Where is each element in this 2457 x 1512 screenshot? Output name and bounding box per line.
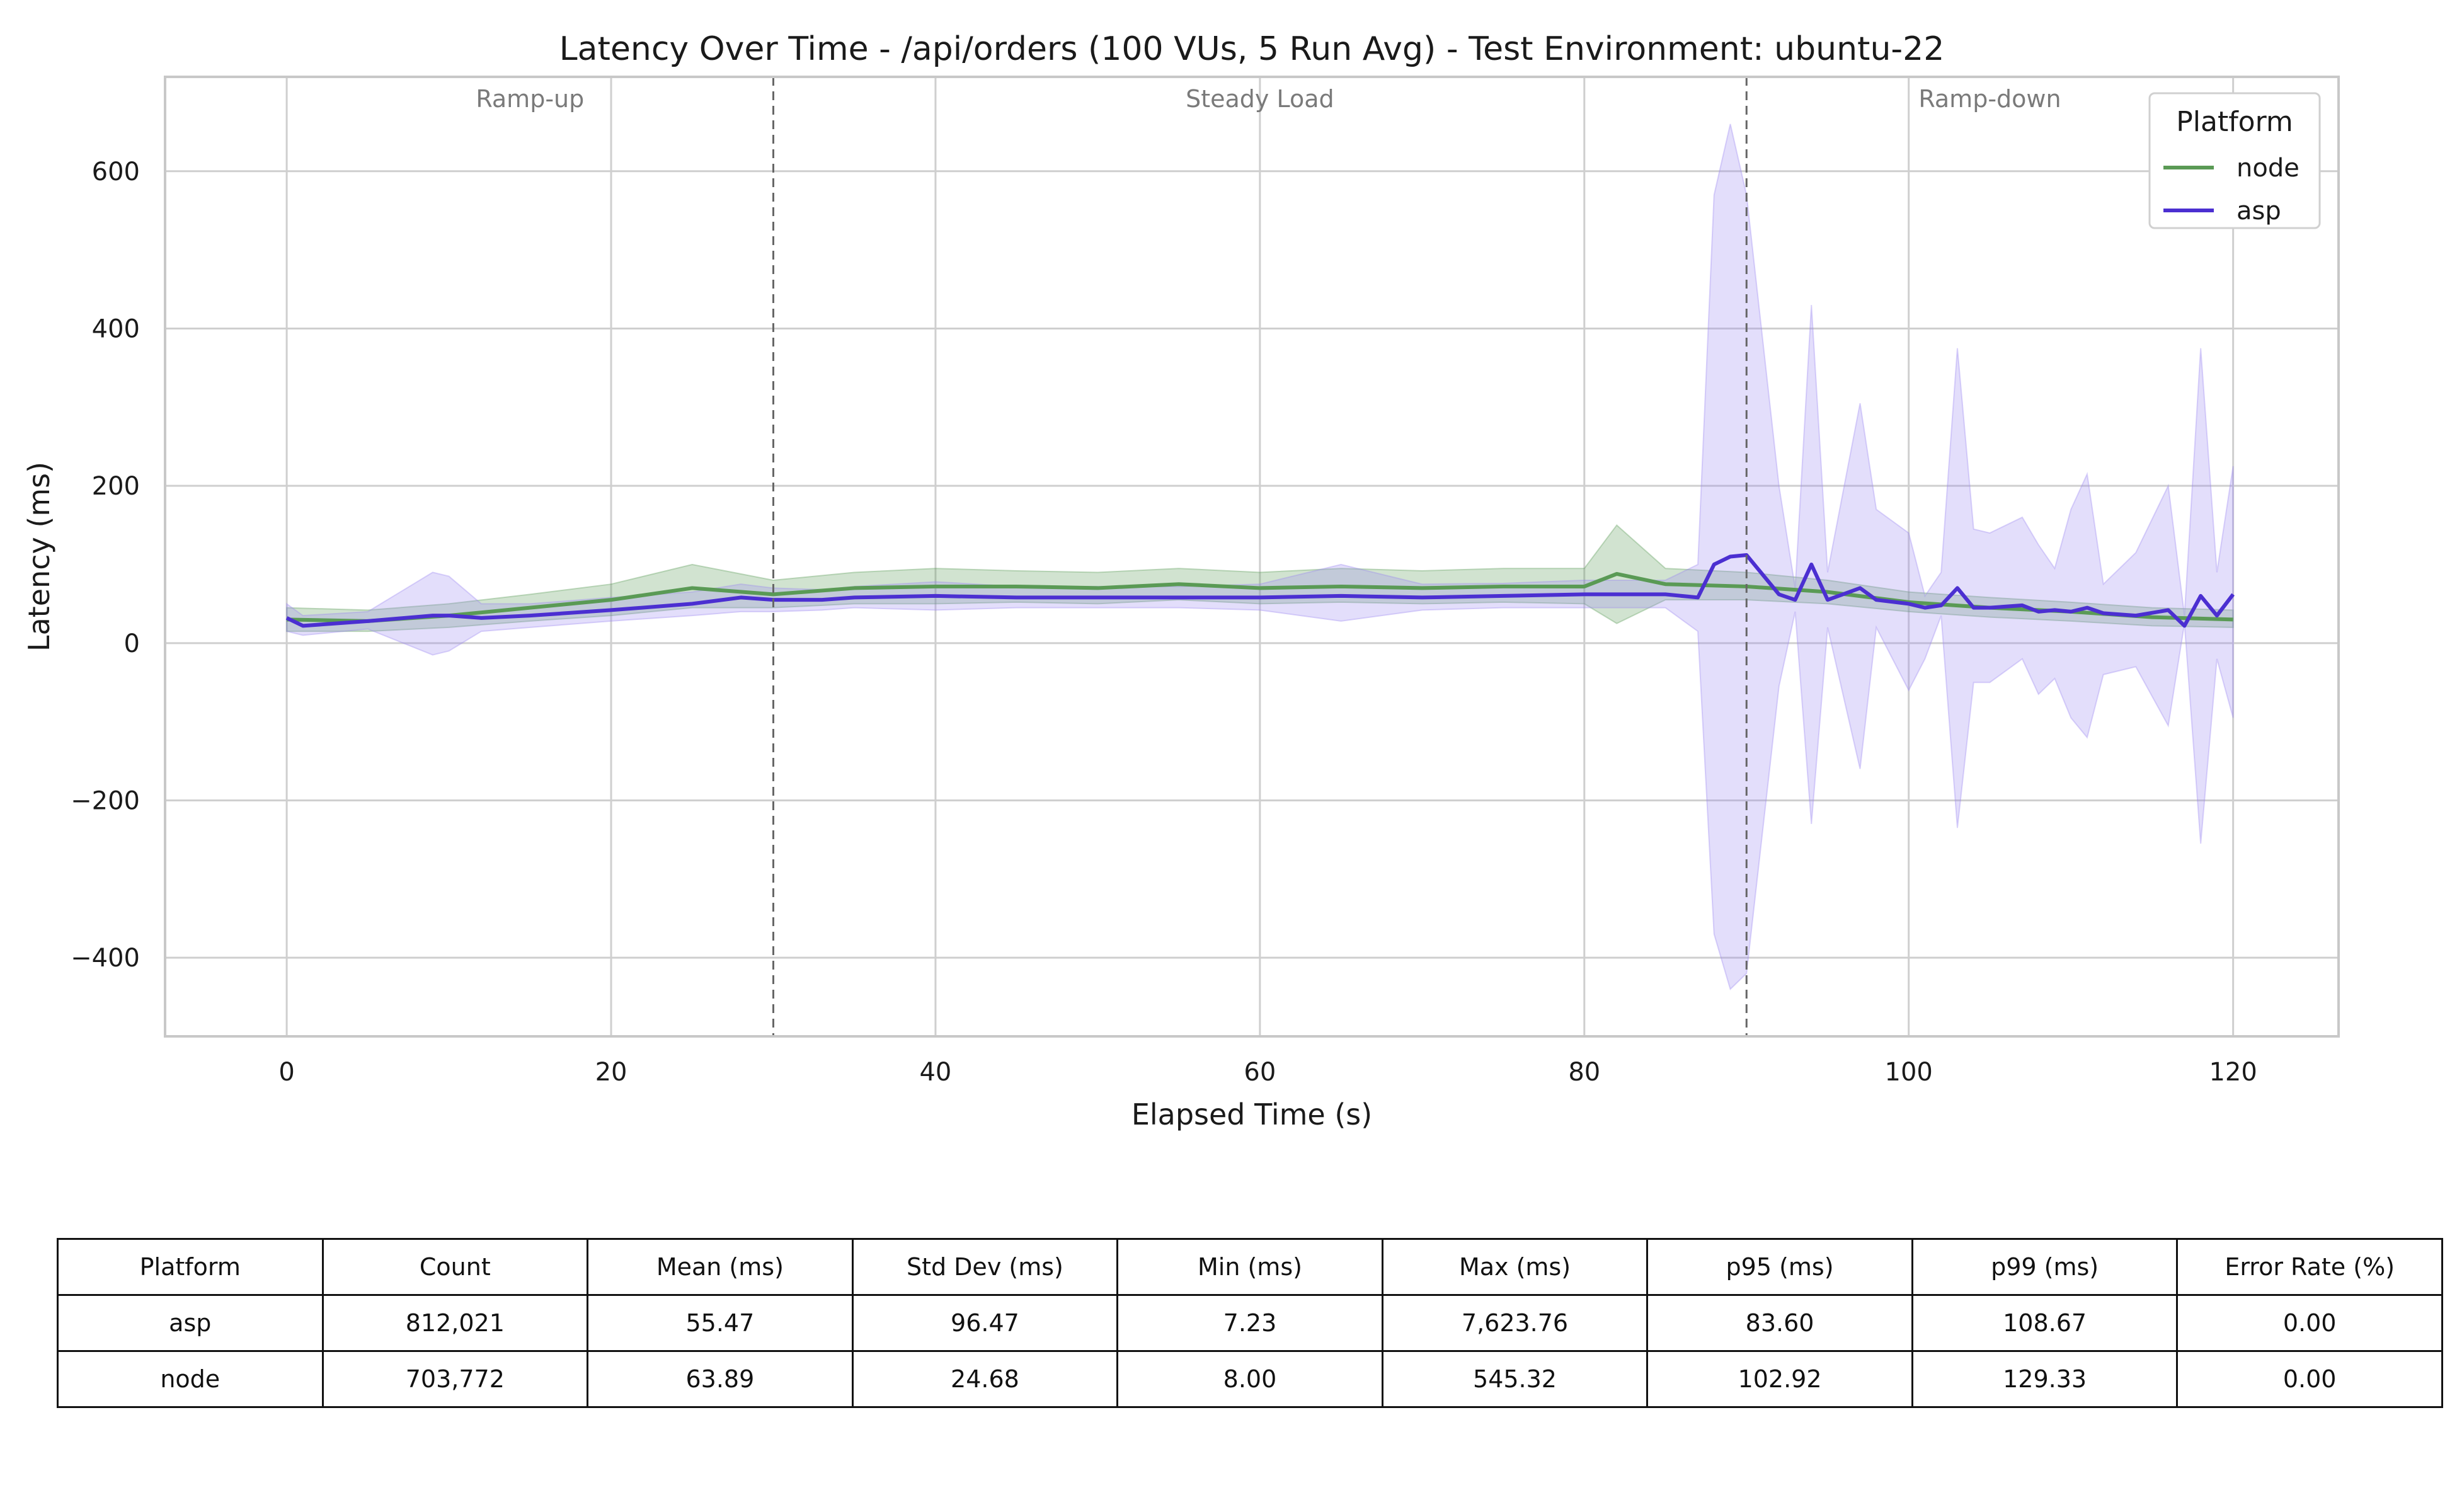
- table-row: asp 812,021 55.47 96.47 7.23 7,623.76 83…: [57, 1294, 2443, 1352]
- table-header-cell: p95 (ms): [1646, 1238, 1913, 1296]
- table-header-cell: Platform: [57, 1238, 324, 1296]
- y-tick-label: 200: [92, 472, 140, 501]
- table-cell: 8.00: [1116, 1350, 1383, 1408]
- x-tick-label: 20: [595, 1058, 627, 1087]
- tick-layer: 0 20 40 60 80 100 120 −400 −200 0 200 400 600: [71, 158, 2257, 1087]
- table-cell: 7.23: [1116, 1294, 1383, 1352]
- table-cell: 102.92: [1646, 1350, 1913, 1408]
- grid-layer: [165, 77, 2339, 1036]
- line-layer: [285, 553, 2235, 628]
- chart-svg: Ramp-up Steady Load Ramp-down 0 20 40 60 80 100…: [22, 30, 2340, 1131]
- phase-label: Steady Load: [1186, 85, 1334, 113]
- table-cell: 96.47: [851, 1294, 1119, 1352]
- latency-chart: Ramp-up Steady Load Ramp-down 0 20 40 60 80 100…: [22, 30, 2340, 1131]
- table-cell: 63.89: [587, 1350, 854, 1408]
- phase-layer: Ramp-up Steady Load Ramp-down: [476, 77, 2061, 1036]
- y-tick-label: 400: [92, 314, 140, 343]
- legend-label: asp: [2236, 197, 2281, 226]
- legend-items: node asp: [2163, 154, 2300, 226]
- legend-label: node: [2236, 154, 2300, 183]
- chart-title: Latency Over Time - /api/orders (100 VUs…: [559, 30, 1945, 68]
- x-tick-label: 120: [2209, 1058, 2257, 1087]
- legend-title: Platform: [2176, 106, 2293, 138]
- x-tick-label: 0: [278, 1058, 294, 1087]
- x-axis-label: Elapsed Time (s): [1131, 1097, 1372, 1131]
- phase-label: Ramp-down: [1918, 85, 2061, 113]
- plot-frame: [164, 76, 2340, 1038]
- table-header-cell: Mean (ms): [587, 1238, 854, 1296]
- table-header-cell: Error Rate (%): [2176, 1238, 2443, 1296]
- table-cell: 0.00: [2176, 1294, 2443, 1352]
- table-row: node 703,772 63.89 24.68 8.00 545.32 102…: [57, 1350, 2443, 1408]
- y-tick-label: 600: [92, 158, 140, 186]
- y-tick-label: −200: [71, 786, 140, 815]
- table-cell: 129.33: [1911, 1350, 2179, 1408]
- table-cell: 83.60: [1646, 1294, 1913, 1352]
- table-header-cell: p99 (ms): [1911, 1238, 2179, 1296]
- legend: Platform node asp: [2148, 92, 2321, 229]
- x-tick-label: 80: [1568, 1058, 1600, 1087]
- table-cell: 545.32: [1381, 1350, 1649, 1408]
- table-cell: asp: [57, 1294, 324, 1352]
- x-tick-label: 60: [1244, 1058, 1276, 1087]
- y-tick-label: −400: [71, 944, 140, 973]
- y-tick-label: 0: [124, 629, 140, 658]
- series-line-asp: [285, 553, 2235, 628]
- table-cell: 7,623.76: [1381, 1294, 1649, 1352]
- stats-table: Platform Count Mean (ms) Std Dev (ms) Mi…: [57, 1238, 2443, 1408]
- table-cell: node: [57, 1350, 324, 1408]
- table-cell: 703,772: [321, 1350, 589, 1408]
- table-header-cell: Max (ms): [1381, 1238, 1649, 1296]
- table-header-cell: Std Dev (ms): [851, 1238, 1119, 1296]
- table-cell: 0.00: [2176, 1350, 2443, 1408]
- table-cell: 24.68: [851, 1350, 1119, 1408]
- table-header-row: Platform Count Mean (ms) Std Dev (ms) Mi…: [57, 1238, 2443, 1296]
- table-cell: 812,021: [321, 1294, 589, 1352]
- legend-box: [2148, 92, 2321, 229]
- x-tick-label: 100: [1885, 1058, 1933, 1087]
- table-header-cell: Min (ms): [1116, 1238, 1383, 1296]
- x-tick-label: 40: [919, 1058, 951, 1087]
- phase-label: Ramp-up: [476, 85, 584, 113]
- table-cell: 108.67: [1911, 1294, 2179, 1352]
- table-cell: 55.47: [587, 1294, 854, 1352]
- y-axis-label: Latency (ms): [22, 462, 56, 651]
- table-header-cell: Count: [321, 1238, 589, 1296]
